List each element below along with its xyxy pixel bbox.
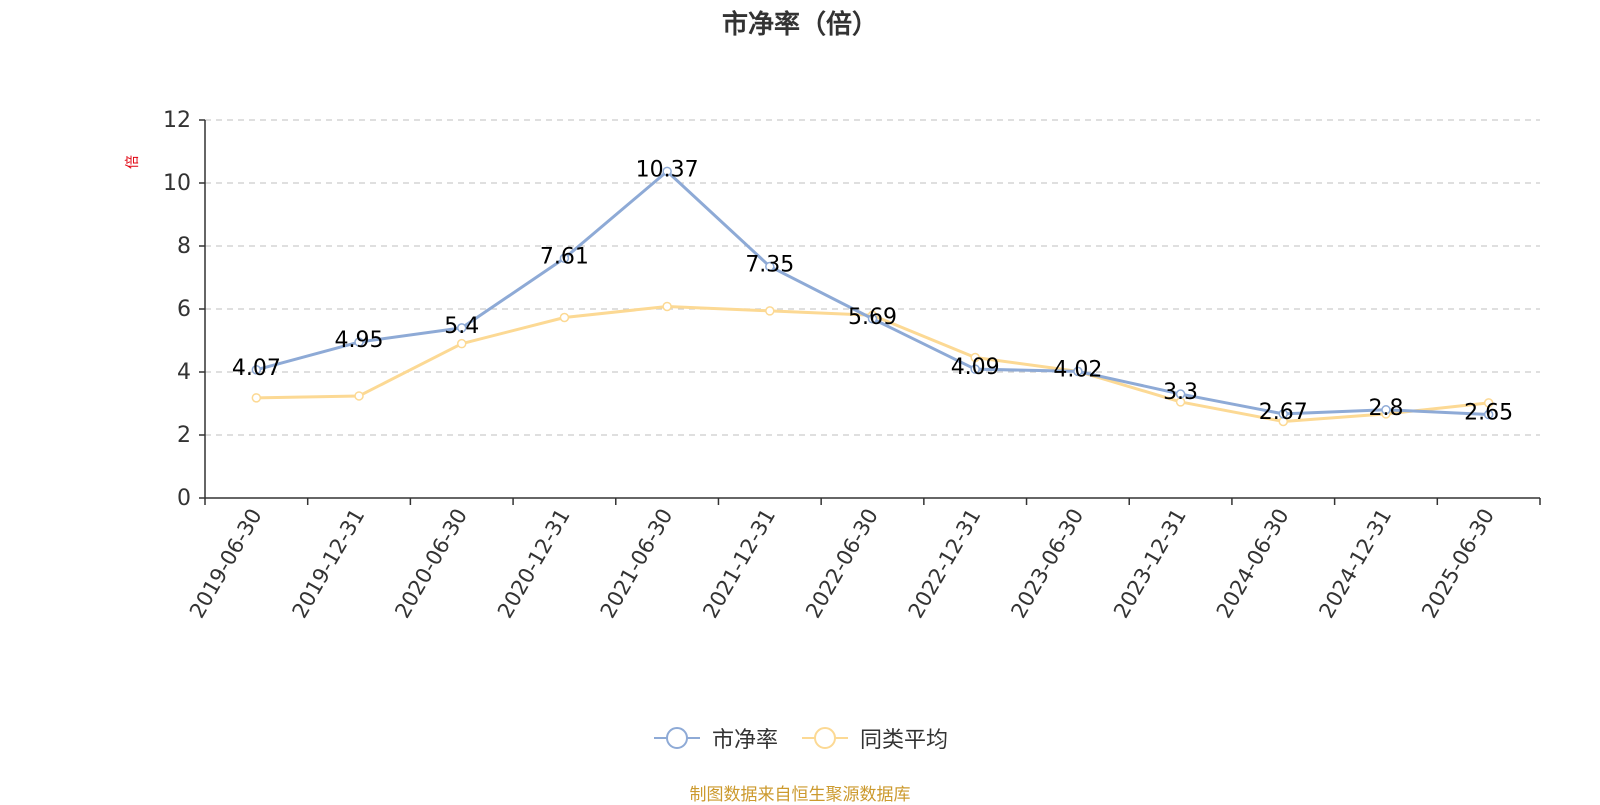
x-tick-label: 2019-12-31 bbox=[288, 505, 370, 623]
y-tick-label: 12 bbox=[163, 108, 191, 133]
x-tick-label: 2023-06-30 bbox=[1006, 505, 1088, 623]
series-0-point bbox=[970, 364, 980, 374]
data-label: 7.35 bbox=[745, 252, 794, 277]
series-0-point bbox=[1073, 366, 1083, 377]
series-0-point bbox=[1175, 389, 1186, 399]
data-label: 7.61 bbox=[540, 244, 589, 269]
series-0-point bbox=[456, 323, 467, 333]
x-tick-label: 2023-12-31 bbox=[1109, 505, 1191, 623]
x-tick-label: 2021-12-31 bbox=[698, 505, 780, 623]
legend-marker-pb bbox=[653, 727, 700, 749]
data-label: 2.8 bbox=[1368, 396, 1403, 421]
data-label: 4.95 bbox=[335, 328, 384, 353]
y-tick-label: 6 bbox=[177, 297, 191, 322]
x-tick-label: 2019-06-30 bbox=[185, 505, 267, 623]
axes: 0 2 4 6 8 10 12 倍 2019-06-30 2019-12-31 2020-06-30… bbox=[125, 108, 1541, 623]
y-tick-label: 0 bbox=[177, 486, 191, 511]
data-label: 10.37 bbox=[636, 157, 699, 182]
data-label: 4.07 bbox=[232, 356, 281, 381]
legend-label-peer-average: 同类平均 bbox=[860, 728, 949, 753]
source-note: 制图数据来自恒生聚源数据库 bbox=[689, 785, 911, 805]
x-tick-label: 2020-06-30 bbox=[390, 505, 472, 623]
grid-lines bbox=[205, 119, 1540, 436]
legend-item-peer-average[interactable]: 同类平均 bbox=[800, 722, 948, 754]
y-axis-label: 倍 bbox=[125, 155, 141, 169]
series-1-point bbox=[456, 338, 467, 349]
series-0-point bbox=[354, 337, 364, 347]
legend: 市净率 同类平均 bbox=[0, 722, 1600, 754]
series-1-point bbox=[1483, 398, 1494, 408]
x-tick-label: 2024-06-30 bbox=[1212, 505, 1294, 623]
x-tick-label: 2022-06-30 bbox=[801, 505, 883, 623]
x-tick-label: 2024-12-31 bbox=[1314, 505, 1396, 623]
y-tick-label: 10 bbox=[163, 171, 191, 196]
y-tick-label: 2 bbox=[177, 423, 191, 448]
y-tick-label: 8 bbox=[177, 234, 191, 259]
series-0-point bbox=[1278, 409, 1289, 419]
series-0-point bbox=[559, 253, 570, 264]
data-labels: 4.07 4.95 5.4 7.61 10.37 7.35 5.69 4.09 4.02 3.3 2… bbox=[232, 157, 1513, 425]
series-1-point bbox=[765, 306, 775, 316]
x-tick-label: 2022-12-31 bbox=[904, 505, 986, 623]
legend-label-pb: 市净率 bbox=[711, 728, 778, 753]
series-0-point bbox=[1381, 405, 1391, 415]
x-tick-label: 2021-06-30 bbox=[596, 505, 678, 623]
series bbox=[251, 166, 1494, 427]
series-0-point bbox=[765, 261, 775, 272]
x-tick-label: 2025-06-30 bbox=[1417, 505, 1499, 623]
data-label: 4.09 bbox=[951, 355, 1000, 380]
series-0-point bbox=[662, 166, 672, 177]
data-label: 2.67 bbox=[1259, 400, 1308, 425]
series-0-point bbox=[867, 314, 878, 324]
data-label: 5.4 bbox=[444, 314, 479, 339]
series-1-point bbox=[970, 352, 980, 363]
legend-marker-peer-average bbox=[802, 727, 848, 749]
data-label: 5.69 bbox=[848, 305, 897, 330]
data-label: 2.65 bbox=[1464, 401, 1513, 426]
y-tick-label: 4 bbox=[177, 360, 191, 385]
data-label: 4.02 bbox=[1053, 357, 1102, 382]
series-line-0 bbox=[255, 169, 1489, 417]
legend-item-pb[interactable]: 市净率 bbox=[652, 722, 778, 754]
x-tick-label: 2020-12-31 bbox=[493, 505, 575, 623]
series-1-point bbox=[354, 391, 364, 401]
series-1-point bbox=[662, 301, 672, 312]
data-label: 3.3 bbox=[1163, 380, 1198, 405]
series-1-point bbox=[251, 393, 262, 403]
series-0-point bbox=[251, 365, 262, 375]
series-1-point bbox=[559, 312, 570, 323]
series-0-point bbox=[1483, 409, 1494, 420]
chart-title: 市净率（倍） bbox=[721, 10, 878, 40]
